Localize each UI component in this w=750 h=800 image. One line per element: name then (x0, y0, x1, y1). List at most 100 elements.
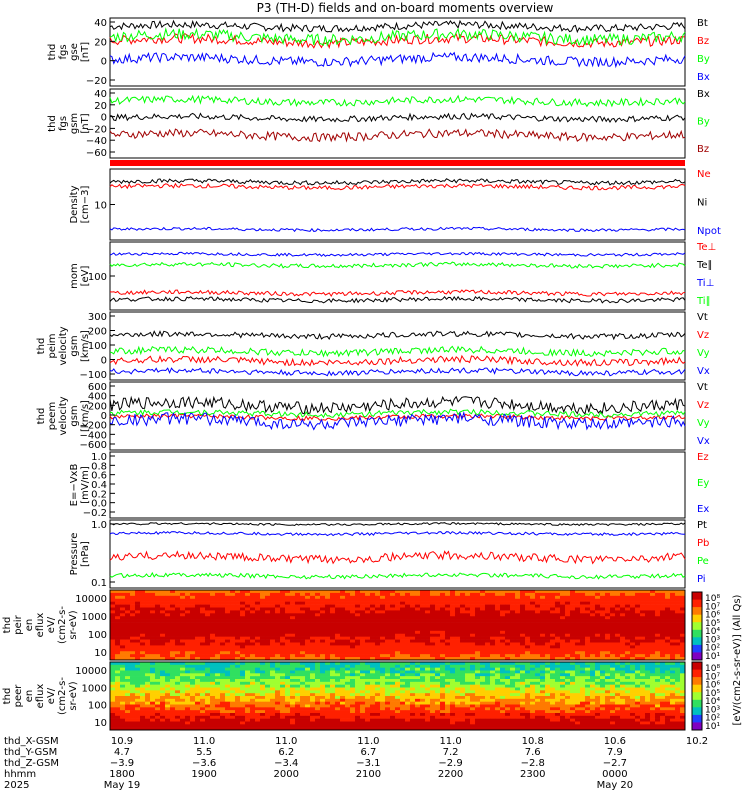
heatmap-cell (195, 670, 201, 674)
y-tick-label: −20 (86, 76, 107, 87)
heatmap-cell (560, 681, 566, 685)
heatmap-cell (350, 710, 356, 714)
heatmap-cell (620, 698, 626, 702)
heatmap-cell (425, 636, 431, 640)
heatmap-cell (235, 595, 241, 600)
heatmap-cell (580, 667, 586, 671)
heatmap-cell (430, 667, 436, 671)
heatmap-cell (360, 707, 366, 711)
y-tick-label: 100 (88, 341, 107, 352)
heatmap-cell (230, 601, 236, 605)
heatmap-cell (580, 679, 586, 683)
heatmap-cell (260, 664, 266, 668)
heatmap-cell (485, 592, 491, 597)
heatmap-cell (230, 613, 236, 617)
heatmap-cell (185, 707, 191, 711)
heatmap-cell (230, 627, 236, 632)
heatmap-cell (565, 633, 571, 637)
heatmap-cell (490, 679, 496, 683)
heatmap-cell (260, 704, 266, 708)
heatmap-cell (590, 601, 596, 605)
heatmap-cell (315, 681, 321, 685)
heatmap-cell (295, 693, 301, 697)
heatmap-cell (115, 601, 121, 605)
heatmap-cell (135, 704, 141, 708)
heatmap-cell (140, 667, 146, 671)
heatmap-cell (140, 676, 146, 680)
heatmap-cell (440, 607, 446, 611)
heatmap-cell (530, 710, 536, 714)
heatmap-cell (515, 619, 521, 623)
heatmap-cell (290, 625, 296, 629)
heatmap-cell (235, 630, 241, 635)
heatmap-cell (365, 687, 371, 691)
heatmap-cell (280, 613, 286, 617)
heatmap-cell (465, 636, 471, 640)
heatmap-cell (125, 679, 131, 683)
heatmap-cell (175, 625, 181, 629)
heatmap-cell (250, 648, 256, 652)
heatmap-cell (195, 590, 201, 594)
heatmap-cell (330, 707, 336, 711)
heatmap-cell (145, 651, 151, 655)
heatmap-cell (590, 662, 596, 666)
heatmap-cell (635, 601, 641, 605)
heatmap-cell (470, 622, 476, 626)
heatmap-cell (535, 664, 541, 668)
heatmap-cell (505, 625, 511, 629)
heatmap-cell (675, 633, 681, 637)
heatmap-cell (305, 676, 311, 680)
heatmap-cell (640, 627, 646, 632)
heatmap-cell (215, 676, 221, 680)
heatmap-cell (275, 607, 281, 611)
heatmap-cell (255, 610, 261, 614)
heatmap-cell (270, 625, 276, 629)
heatmap-cell (210, 657, 216, 661)
heatmap-cell (170, 636, 176, 640)
heatmap-cell (400, 679, 406, 683)
heatmap-cell (185, 630, 191, 635)
heatmap-cell (200, 639, 206, 643)
heatmap-cell (460, 679, 466, 683)
heatmap-cell (265, 642, 271, 646)
heatmap-cell (325, 679, 331, 683)
heatmap-cell (445, 645, 451, 649)
heatmap-cell (315, 592, 321, 597)
heatmap-cell (360, 598, 366, 602)
heatmap-cell (675, 657, 681, 661)
heatmap-cell (540, 610, 546, 614)
heatmap-cell (470, 710, 476, 714)
heatmap-cell (215, 613, 221, 617)
heatmap-cell (250, 595, 256, 600)
heatmap-cell (550, 657, 556, 661)
heatmap-cell (365, 696, 371, 700)
heatmap-cell (515, 681, 521, 685)
heatmap-cell (440, 613, 446, 617)
heatmap-cell (110, 704, 116, 708)
heatmap-cell (180, 662, 186, 666)
heatmap-cell (345, 679, 351, 683)
heatmap-cell (145, 679, 151, 683)
heatmap-cell (200, 595, 206, 600)
heatmap-cell (140, 616, 146, 620)
heatmap-cell (315, 657, 321, 661)
heatmap-cell (125, 627, 131, 632)
heatmap-cell (265, 701, 271, 705)
heatmap-cell (150, 592, 156, 597)
heatmap-cell (140, 642, 146, 646)
heatmap-cell (605, 630, 611, 635)
heatmap-cell (595, 619, 601, 623)
heatmap-cell (130, 651, 136, 655)
heatmap-cell (125, 642, 131, 646)
heatmap-cell (120, 684, 126, 688)
heatmap-cell (575, 657, 581, 661)
heatmap-cell (405, 625, 411, 629)
heatmap-cell (260, 595, 266, 600)
heatmap-cell (555, 690, 561, 694)
series-line-Bt (109, 19, 686, 34)
heatmap-cell (290, 710, 296, 714)
heatmap-cell (170, 592, 176, 597)
heatmap-cell (630, 622, 636, 626)
heatmap-cell (585, 696, 591, 700)
